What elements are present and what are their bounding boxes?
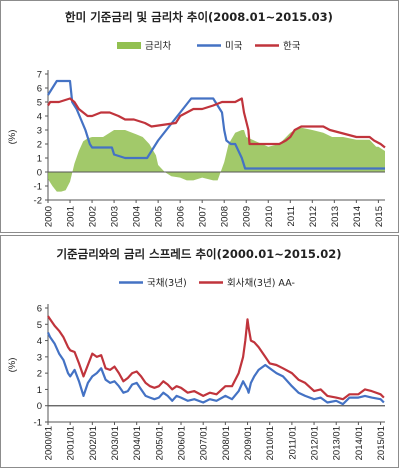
y-tick-label: 1 (37, 154, 42, 165)
x-tick-label: 2001/01 (66, 426, 77, 460)
x-tick-label: 2014 (352, 206, 363, 227)
x-tick-label: 2012 (308, 206, 319, 227)
chart-spread: 기준금리와의 금리 스프레드 추이(2000.01~2015.02) 국채(3년)… (0, 235, 399, 468)
x-tick-label: 2007 (198, 206, 209, 227)
x-tick-label: 2003/01 (110, 426, 121, 460)
y-tick-label: 2 (37, 369, 42, 380)
legend-label: 국채(3년) (147, 278, 187, 289)
x-tick-label: 2006/01 (177, 426, 188, 460)
legend-item-0: 금리차 (117, 40, 171, 52)
chart-title: 한미 기준금리 및 금리차 추이(2008.01~2015.03) (65, 10, 333, 24)
y-tick-label: 6 (37, 84, 42, 95)
chart-title: 기준금리와의 금리 스프레드 추이(2000.01~2015.02) (56, 247, 341, 261)
x-tick-label: 2004/01 (132, 426, 143, 460)
chart-rate-diff: 한미 기준금리 및 금리차 추이(2008.01~2015.03) 금리차 미국 한국… (7, 10, 386, 227)
legend-item-0: 국채(3년) (119, 278, 187, 289)
y-tick-label: 6 (37, 304, 42, 315)
x-tick-label: 2014/01 (354, 426, 365, 460)
x-tick-label: 2010 (264, 206, 275, 227)
y-tick-label: 4 (37, 336, 42, 347)
x-tick-label: 2015/01 (376, 426, 387, 460)
series-line-2 (47, 97, 386, 149)
y-tick-label: 1 (37, 385, 42, 396)
series-line-0 (46, 331, 385, 406)
y-tick-label: 3 (37, 352, 42, 363)
x-tick-label: 2007/01 (199, 426, 210, 460)
legend-swatch (117, 42, 141, 49)
x-tick-label: 2001 (66, 206, 77, 227)
y-axis-label: (%) (7, 358, 18, 373)
series-area-0 (48, 127, 385, 192)
y-axis-label: (%) (7, 130, 18, 145)
y-tick-label: -1 (34, 182, 42, 193)
legend-item-1: 회사채(3년) AA- (199, 278, 295, 289)
x-tick-label: 2008/01 (221, 426, 232, 460)
y-tick-label: 5 (37, 98, 42, 109)
legend-label: 회사채(3년) AA- (227, 278, 295, 289)
x-tick-label: 2006 (176, 206, 187, 227)
chart-spread-svg: 기준금리와의 금리 스프레드 추이(2000.01~2015.02) 국채(3년)… (7, 247, 387, 460)
chart-panel-rate-diff: 한미 기준금리 및 금리차 추이(2008.01~2015.03) 금리차 미국 한국… (0, 0, 399, 233)
x-tick-label: 2005/01 (154, 426, 165, 460)
x-tick-label: 2003 (110, 206, 121, 227)
x-tick-label: 2013 (330, 206, 341, 227)
x-tick-label: 2000 (44, 206, 55, 227)
x-tick-label: 2002 (88, 206, 99, 227)
y-tick-label: 0 (37, 168, 42, 179)
x-tick-label: 2012/01 (310, 426, 321, 460)
x-tick-label: 2011 (286, 206, 297, 226)
y-tick-label: 7 (37, 70, 42, 81)
legend-label: 미국 (225, 41, 243, 52)
x-tick-label: 2005 (154, 206, 165, 227)
y-tick-label: 5 (37, 320, 42, 331)
x-tick-label: 2002/01 (88, 426, 99, 460)
y-tick-label: -1 (34, 418, 42, 429)
x-tick-label: 2004 (132, 206, 143, 227)
x-tick-label: 2015 (374, 206, 385, 227)
series-line-1 (47, 79, 385, 170)
x-tick-label: 2009 (242, 206, 253, 227)
legend-item-2: 한국 (255, 41, 301, 52)
legend-label: 금리차 (145, 40, 171, 52)
x-tick-label: 2009/01 (243, 426, 254, 460)
y-tick-label: 4 (37, 112, 42, 123)
x-tick-label: 2000/01 (44, 426, 55, 460)
x-tick-label: 2011/01 (287, 426, 298, 460)
y-tick-label: 2 (37, 140, 42, 151)
x-tick-label: 2008 (220, 206, 231, 227)
y-tick-label: 0 (37, 401, 42, 412)
legend-label: 한국 (283, 41, 301, 52)
series-line-1 (47, 315, 385, 401)
legend-item-1: 미국 (197, 41, 243, 52)
x-tick-label: 2010/01 (265, 426, 276, 460)
y-tick-label: 3 (37, 126, 42, 137)
y-tick-label: -2 (34, 196, 42, 207)
x-tick-label: 2013/01 (332, 426, 343, 460)
